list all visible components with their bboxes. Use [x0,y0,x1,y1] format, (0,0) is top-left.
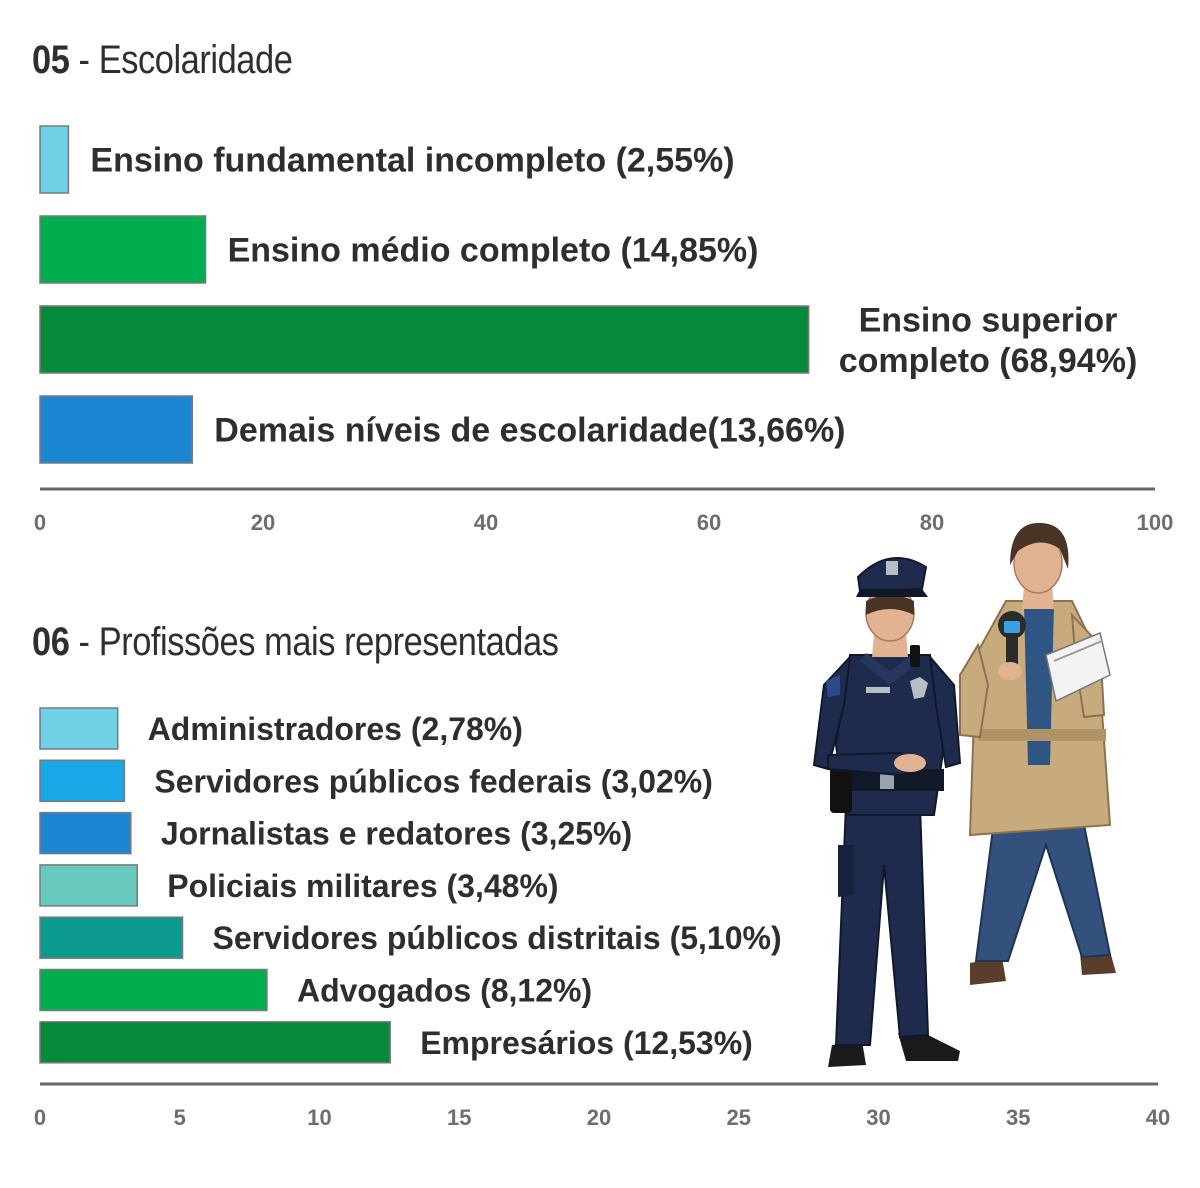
bar-4 [39,864,139,907]
bar-label-line: Policiais militares (3,48%) [167,868,558,904]
x-tick-label: 5 [174,1105,186,1130]
bar-label: Advogados (8,12%) [297,973,592,1009]
bar-label-line: Demais níveis de escolaridade(13,66%) [214,412,845,450]
bar-label: Ensino fundamental incompleto (2,55%) [90,142,734,180]
section-separator: - [69,620,99,664]
police-officer-figure [812,557,962,1067]
bar-1 [39,125,70,194]
bar-label: Servidores públicos distritais (5,10%) [213,920,782,956]
x-tick-label: 0 [34,510,46,535]
bar-label: Ensino superior completo (68,94%) [839,301,1138,380]
x-tick-label: 30 [866,1105,890,1130]
section-title-text: Escolaridade [98,38,293,82]
x-tick-label: 35 [1006,1105,1030,1130]
bar-label: Administradores (2,78%) [148,711,523,747]
bar-label-line: completo (68,94%) [839,342,1138,380]
x-tick-label: 0 [34,1105,46,1130]
x-tick-label: 20 [587,1105,611,1130]
bar-2 [39,759,126,803]
x-tick-label: 40 [474,510,498,535]
bar-2 [39,215,207,284]
bar-1 [39,707,119,750]
bar-label-line: Jornalistas e redatores (3,25%) [161,816,632,852]
x-tick-label: 20 [251,510,275,535]
x-tick-label: 25 [727,1105,751,1130]
bar-label-line: Empresários (12,53%) [420,1025,753,1061]
section-title-escolaridade: 05 - Escolaridade [32,38,293,83]
bar-label-line: Servidores públicos distritais (5,10%) [213,920,782,956]
section-title-text: Profissões mais representadas [98,620,559,664]
bar-label: Policiais militares (3,48%) [167,868,558,904]
bar-label-line: Ensino superior [859,301,1118,339]
x-tick-label: 100 [1137,510,1174,535]
bar-label: Servidores públicos federais (3,02%) [154,763,712,799]
section-number: 06 [32,620,70,664]
journalist-figure [959,522,1116,985]
escolaridade-bar-chart: Ensino fundamental incompleto (2,55%) Ens… [34,125,1174,535]
bar-label-line: Ensino médio completo (14,85%) [228,232,759,270]
bar-5 [39,916,184,959]
bar-label-line: Ensino fundamental incompleto (2,55%) [90,142,734,180]
bar-label: Empresários (12,53%) [420,1025,753,1061]
bar-3 [39,305,810,374]
x-tick-label: 15 [447,1105,471,1130]
bar-label-line: Advogados (8,12%) [297,973,592,1009]
bar-label-line: Administradores (2,78%) [148,711,523,747]
bar-4 [39,395,194,464]
section-number: 05 [32,38,70,82]
police-and-journalist-illustration [812,522,1116,1067]
section-title-profissoes: 06 - Profissões mais representadas [32,620,559,665]
bar-7 [39,1021,391,1064]
x-tick-label: 60 [697,510,721,535]
bar-label: Ensino médio completo (14,85%) [228,232,759,270]
bar-label: Demais níveis de escolaridade(13,66%) [214,412,845,450]
bar-3 [39,811,132,855]
x-tick-label: 80 [920,510,944,535]
x-tick-label: 40 [1146,1105,1170,1130]
x-tick-label: 10 [307,1105,331,1130]
bar-label: Jornalistas e redatores (3,25%) [161,816,632,852]
bar-label-line: Servidores públicos federais (3,02%) [154,763,712,799]
bar-6 [39,968,268,1012]
section-separator: - [69,38,99,82]
